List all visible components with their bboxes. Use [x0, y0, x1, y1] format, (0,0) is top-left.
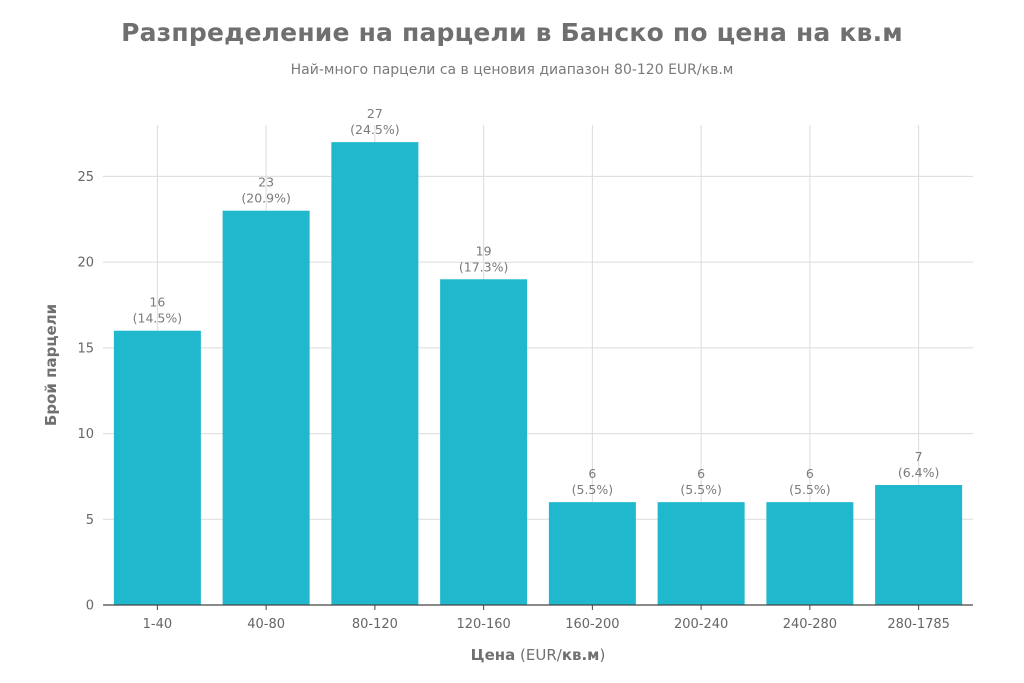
x-tick-label: 80-120: [352, 617, 398, 632]
y-axis-title-text: Брой парцели: [42, 304, 60, 426]
bar-percent-label: (5.5%): [789, 482, 831, 497]
y-tick-label: 25: [77, 170, 94, 185]
x-axis-title-unit: кв.м: [562, 646, 600, 664]
y-tick-label: 5: [86, 513, 94, 528]
x-tick-label: 1-40: [143, 617, 173, 632]
y-tick-label: 15: [77, 341, 94, 356]
y-tick-label: 0: [86, 599, 94, 614]
bar-value-label: 23: [258, 175, 274, 190]
y-tick-label: 20: [77, 256, 94, 271]
bar: [657, 502, 745, 605]
x-tick-label: 160-200: [565, 617, 619, 632]
bar: [113, 330, 201, 605]
x-tick-label: 240-280: [783, 617, 837, 632]
bar-percent-label: (20.9%): [241, 191, 290, 206]
bar: [331, 142, 419, 605]
x-axis-title: Цена (EUR/кв.м): [471, 646, 606, 664]
bar: [875, 485, 963, 605]
bar-percent-label: (17.3%): [459, 259, 508, 274]
y-tick-label: 10: [77, 427, 94, 442]
chart-title: Разпределение на парцели в Банско по цен…: [121, 18, 903, 47]
y-axis-title: Брой парцели: [42, 304, 60, 426]
bar: [222, 210, 310, 605]
bar-percent-label: (5.5%): [680, 482, 722, 497]
data-label-layer: 16(14.5%)23(20.9%)27(24.5%)19(17.3%)6(5.…: [133, 106, 940, 497]
x-tick-label: 40-80: [247, 617, 285, 632]
x-axis-title-bold: Цена: [471, 646, 516, 664]
bar-value-label: 6: [806, 466, 814, 481]
bar-value-label: 16: [149, 295, 165, 310]
x-axis-title-end: ): [599, 646, 605, 664]
x-tick-label: 200-240: [674, 617, 728, 632]
axis-layer: 0 5 10 15 20 25 1-40 40-80 80-120 120-160 160-200 2…: [77, 170, 973, 632]
bar-value-label: 27: [367, 106, 383, 121]
bar-value-label: 6: [588, 466, 596, 481]
x-axis-title-mid: (EUR/: [515, 646, 562, 664]
bar-value-label: 6: [697, 466, 705, 481]
bar-percent-label: (6.4%): [898, 465, 940, 480]
bar-value-label: 19: [476, 243, 492, 258]
bar-percent-label: (5.5%): [572, 482, 614, 497]
bar: [548, 502, 636, 605]
bar-layer: [113, 142, 963, 605]
bar-percent-label: (24.5%): [350, 122, 399, 137]
bar-percent-label: (14.5%): [133, 311, 182, 326]
chart-subtitle: Най-много парцели са в ценовия диапазон …: [290, 62, 734, 78]
bar: [440, 279, 528, 605]
x-tick-label: 280-1785: [887, 617, 950, 632]
bar-value-label: 7: [915, 449, 923, 464]
bar: [766, 502, 854, 605]
x-tick-label: 120-160: [456, 617, 510, 632]
